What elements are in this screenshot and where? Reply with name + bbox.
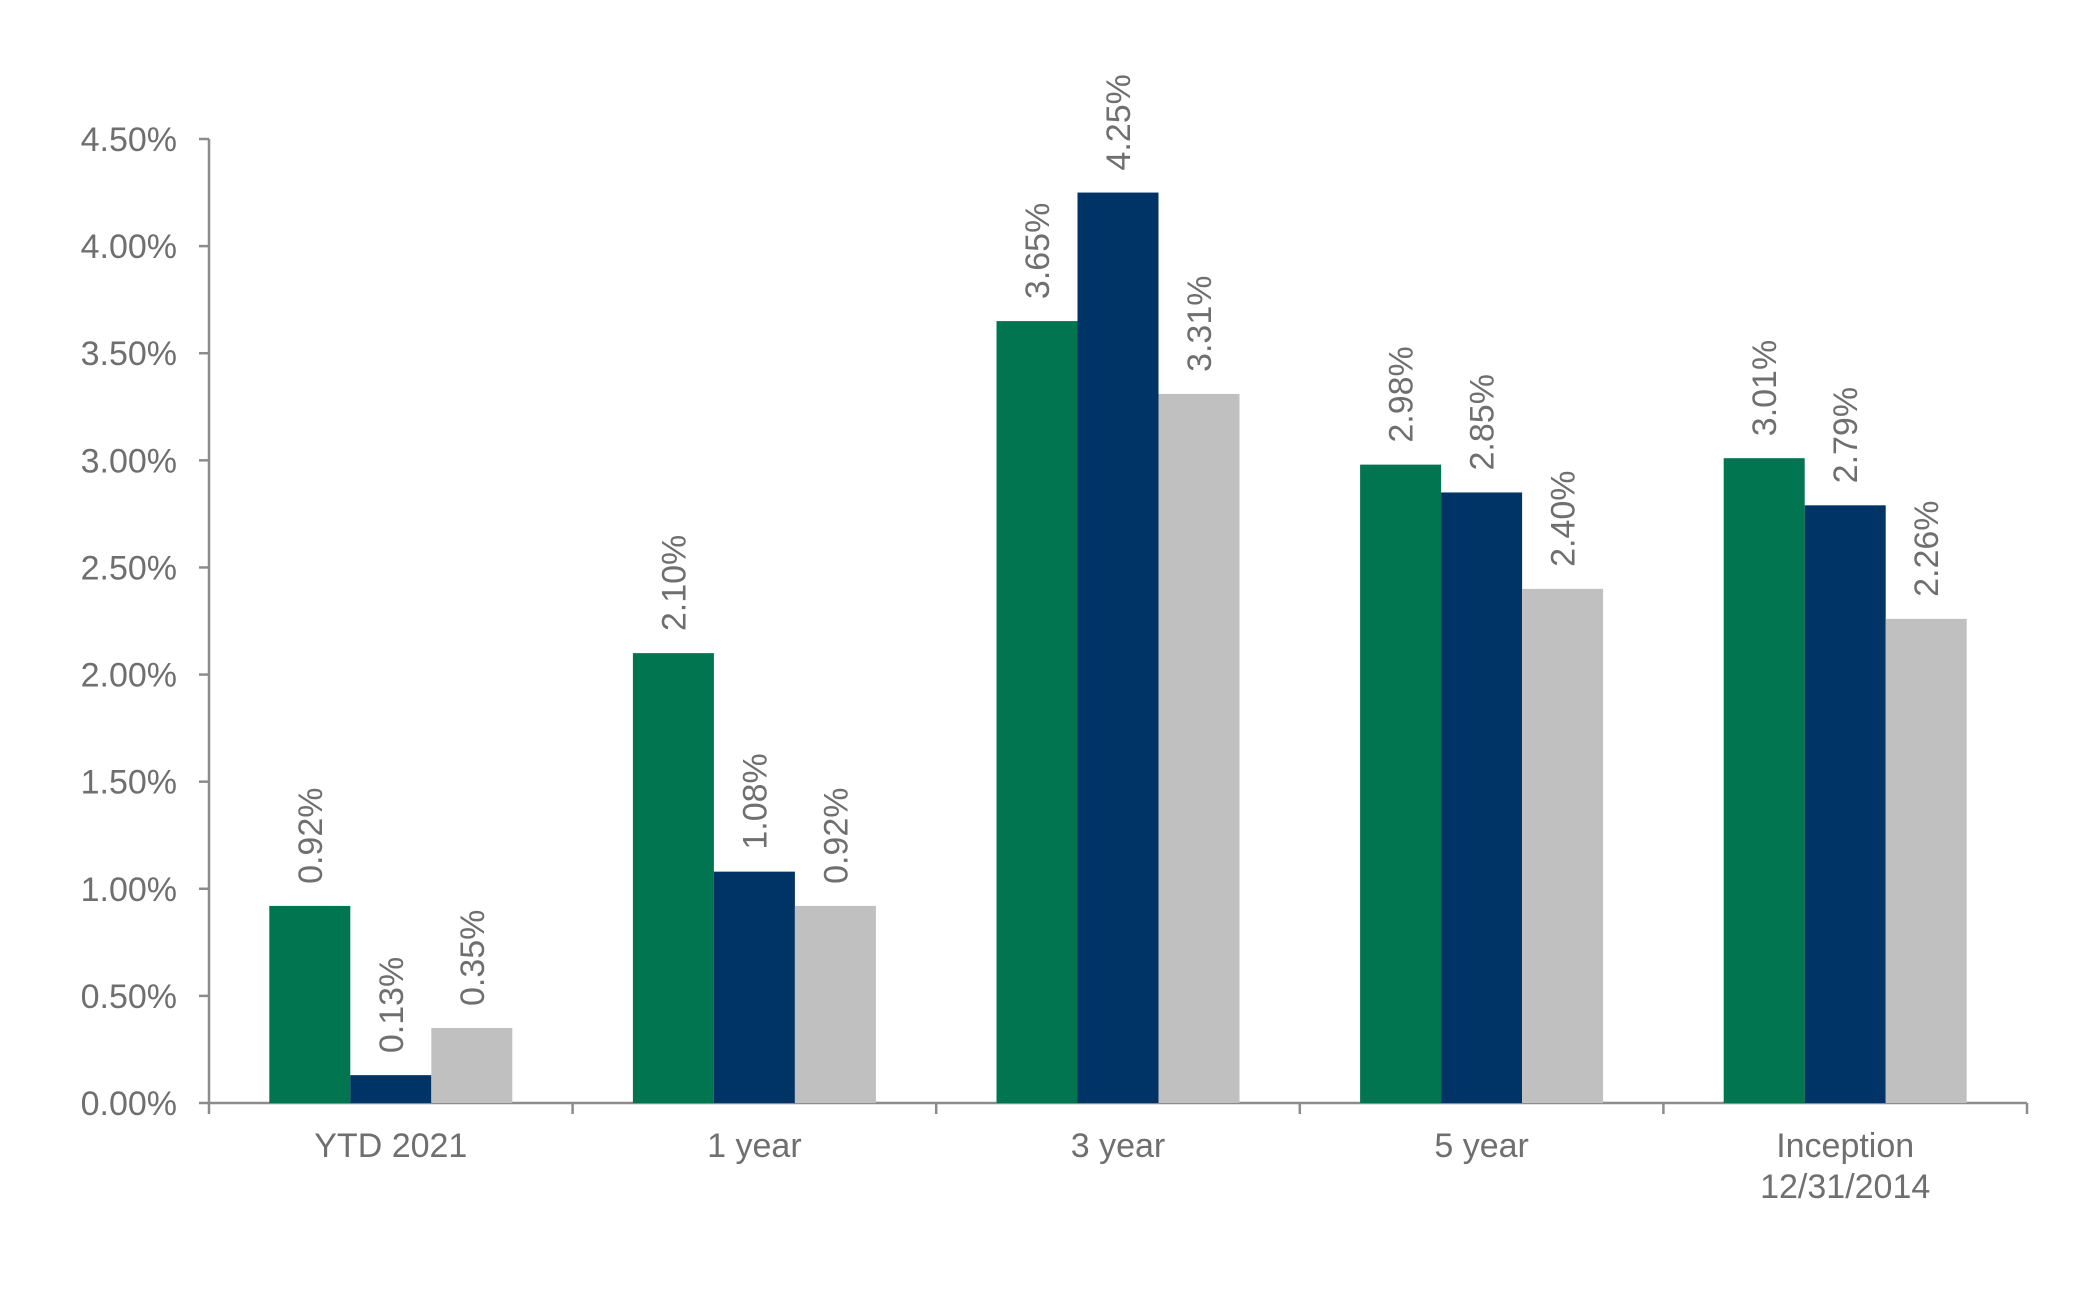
x-category-label: 5 year xyxy=(1434,1127,1529,1165)
bar-value-label: 2.40% xyxy=(1545,470,1583,566)
bar-value-label: 2.85% xyxy=(1464,374,1502,470)
data-labels: 0.92% 2.10% 3.65% 2.98% 3.01% 0.13% 1.08% 4.25%… xyxy=(292,74,1946,1053)
y-tick-label: 1.00% xyxy=(81,871,177,909)
y-tick-label: 0.00% xyxy=(81,1085,177,1123)
bar-value-label: 0.35% xyxy=(454,910,492,1006)
x-category-label: YTD 2021 xyxy=(314,1127,467,1165)
bar xyxy=(269,905,351,1103)
bar xyxy=(431,1028,513,1103)
bar-value-label: 0.92% xyxy=(817,788,855,884)
bar-value-label: 1.08% xyxy=(736,753,774,849)
bars xyxy=(269,192,1967,1104)
bar xyxy=(1885,618,1967,1103)
y-tick-label: 2.50% xyxy=(81,549,177,587)
bar-value-label: 0.92% xyxy=(292,788,330,884)
bar xyxy=(350,1075,432,1103)
bar xyxy=(1360,464,1442,1103)
axes: 0.00% 0.50% 1.00% 1.50% 2.00% 2.50% 3.00% 3.50%… xyxy=(81,121,2029,1206)
bar-value-label: 2.98% xyxy=(1383,346,1421,442)
bar-value-label: 2.79% xyxy=(1827,387,1865,483)
y-tick-label: 0.50% xyxy=(81,978,177,1016)
bar-value-label: 3.01% xyxy=(1746,340,1784,436)
x-category-label: Inception 12/31/2014 xyxy=(1760,1127,1930,1206)
bar xyxy=(713,871,795,1103)
y-tick-label: 4.50% xyxy=(81,121,177,159)
y-tick-label: 1.50% xyxy=(81,764,177,802)
y-tick-label: 4.00% xyxy=(81,228,177,266)
bar xyxy=(632,653,714,1103)
bar-value-label: 3.31% xyxy=(1181,276,1219,372)
bar xyxy=(1077,192,1159,1104)
bar xyxy=(1723,458,1805,1103)
bar xyxy=(1158,393,1240,1103)
y-tick-label: 2.00% xyxy=(81,657,177,695)
bar xyxy=(1441,492,1523,1103)
bar-value-label: 3.65% xyxy=(1019,203,1057,299)
bar xyxy=(1522,588,1604,1103)
bar xyxy=(996,321,1078,1104)
bar-value-label: 4.25% xyxy=(1100,74,1138,170)
bar-value-label: 2.26% xyxy=(1908,500,1946,596)
y-tick-label: 3.00% xyxy=(81,442,177,480)
bar xyxy=(794,905,876,1103)
x-category-label: 1 year xyxy=(707,1127,802,1165)
x-category-label: 3 year xyxy=(1071,1127,1166,1165)
bar-value-label: 0.13% xyxy=(373,957,411,1053)
y-tick-label: 3.50% xyxy=(81,335,177,373)
bar-value-label: 2.10% xyxy=(655,535,693,631)
bar xyxy=(1804,505,1886,1103)
